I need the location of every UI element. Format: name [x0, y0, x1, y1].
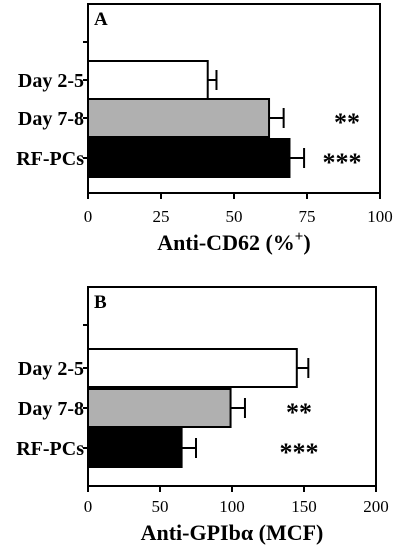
category-label: Day 2-5 — [18, 358, 84, 380]
significance-marker: *** — [323, 148, 362, 177]
x-tick-label: 50 — [226, 207, 243, 226]
significance-marker: ** — [334, 108, 360, 137]
panel-label: A — [94, 9, 108, 30]
x-tick-label: 100 — [367, 207, 393, 226]
x-tick-label: 200 — [363, 497, 389, 516]
category-label: Day 2-5 — [18, 70, 84, 92]
x-tick-label: 100 — [219, 497, 245, 516]
x-tick-label: 50 — [152, 497, 169, 516]
category-label: RF-PCs — [16, 438, 84, 460]
category-label: Day 7-8 — [18, 108, 84, 130]
x-tick-label: 0 — [84, 207, 93, 226]
category-label: RF-PCs — [16, 148, 84, 170]
x-tick-label: 0 — [84, 497, 93, 516]
bar-day-7-8 — [87, 98, 271, 138]
significance-marker: *** — [280, 438, 319, 467]
bar-day-7-8 — [87, 388, 232, 428]
bar-day-2-5 — [87, 60, 209, 100]
category-label: Day 7-8 — [18, 398, 84, 420]
x-axis-label: Anti-GPIbα (MCF) — [141, 520, 324, 545]
chart-panel-a: A Day 2-5 Day 7-8 ** RF-PCs *** 0 25 50 75 100 Anti… — [16, 3, 393, 255]
bar-rf-pcs — [87, 428, 183, 468]
x-tick-label: 25 — [153, 207, 170, 226]
bar-rf-pcs — [87, 138, 291, 178]
x-tick-label: 150 — [291, 497, 317, 516]
significance-marker: ** — [286, 398, 312, 427]
x-axis-label: Anti-CD62 (%+) — [157, 229, 310, 255]
bar-day-2-5 — [87, 348, 298, 388]
chart-panel-b: B Day 2-5 Day 7-8 ** RF-PCs *** 0 50 100 150 200 An… — [16, 286, 389, 545]
panel-label: B — [94, 292, 107, 313]
x-tick-label: 75 — [299, 207, 316, 226]
